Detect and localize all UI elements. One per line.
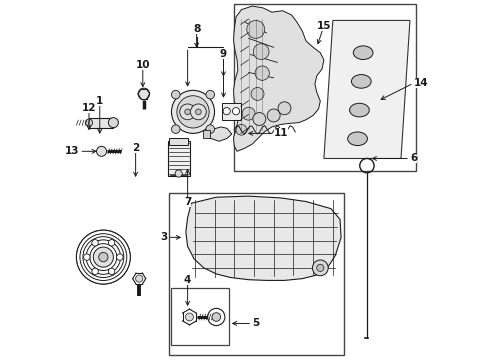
Circle shape [138, 88, 149, 100]
Circle shape [212, 313, 220, 321]
Circle shape [117, 254, 123, 260]
Circle shape [251, 87, 264, 100]
Bar [234, 4, 416, 171]
Polygon shape [234, 6, 324, 151]
Circle shape [196, 109, 201, 115]
Circle shape [255, 66, 270, 80]
Circle shape [185, 109, 191, 115]
Circle shape [253, 44, 269, 59]
Circle shape [98, 252, 108, 262]
Text: 4: 4 [184, 275, 191, 285]
Text: 10: 10 [136, 60, 150, 70]
Circle shape [278, 102, 291, 115]
Circle shape [108, 240, 115, 246]
Bar [168, 140, 190, 176]
Circle shape [180, 104, 196, 120]
Circle shape [253, 113, 266, 126]
Circle shape [92, 268, 98, 275]
Circle shape [208, 309, 225, 325]
Circle shape [223, 108, 230, 115]
Ellipse shape [349, 103, 369, 117]
Bar [89, 118, 113, 128]
Polygon shape [324, 21, 410, 158]
Text: 7: 7 [184, 197, 191, 207]
Circle shape [206, 90, 215, 99]
Circle shape [317, 264, 324, 271]
Ellipse shape [353, 46, 373, 59]
Circle shape [84, 254, 90, 260]
Circle shape [76, 230, 130, 284]
Circle shape [136, 275, 143, 282]
Circle shape [186, 313, 194, 321]
Text: 8: 8 [193, 24, 200, 35]
Polygon shape [186, 196, 341, 280]
Circle shape [85, 119, 93, 126]
Circle shape [247, 21, 265, 39]
Circle shape [108, 268, 115, 275]
Bar [203, 130, 210, 138]
Bar [169, 138, 188, 145]
Text: 13: 13 [65, 146, 79, 156]
Text: 6: 6 [410, 153, 417, 163]
Circle shape [76, 230, 130, 284]
Circle shape [313, 260, 328, 276]
Circle shape [172, 90, 180, 99]
Circle shape [206, 125, 215, 134]
Ellipse shape [348, 132, 368, 145]
Circle shape [267, 109, 280, 122]
Bar [172, 288, 229, 345]
Bar [169, 193, 343, 355]
Circle shape [92, 240, 98, 246]
Text: 1: 1 [96, 96, 103, 106]
Text: 14: 14 [414, 78, 428, 88]
Text: 3: 3 [160, 232, 168, 242]
Text: 2: 2 [132, 143, 139, 153]
Circle shape [172, 90, 215, 134]
Circle shape [93, 247, 113, 267]
Circle shape [242, 107, 255, 120]
Circle shape [177, 96, 209, 128]
Bar [221, 103, 242, 120]
Text: 12: 12 [82, 103, 96, 113]
Circle shape [191, 104, 206, 120]
Text: 8: 8 [193, 24, 200, 35]
Circle shape [108, 118, 119, 128]
Text: 15: 15 [317, 21, 331, 31]
Polygon shape [208, 127, 232, 141]
Text: 11: 11 [274, 129, 288, 138]
Text: 5: 5 [252, 319, 259, 328]
Circle shape [232, 108, 240, 115]
Circle shape [97, 146, 107, 156]
Circle shape [175, 170, 182, 177]
Circle shape [172, 125, 180, 134]
Text: 9: 9 [220, 49, 227, 59]
Ellipse shape [351, 75, 371, 88]
Circle shape [236, 125, 247, 135]
